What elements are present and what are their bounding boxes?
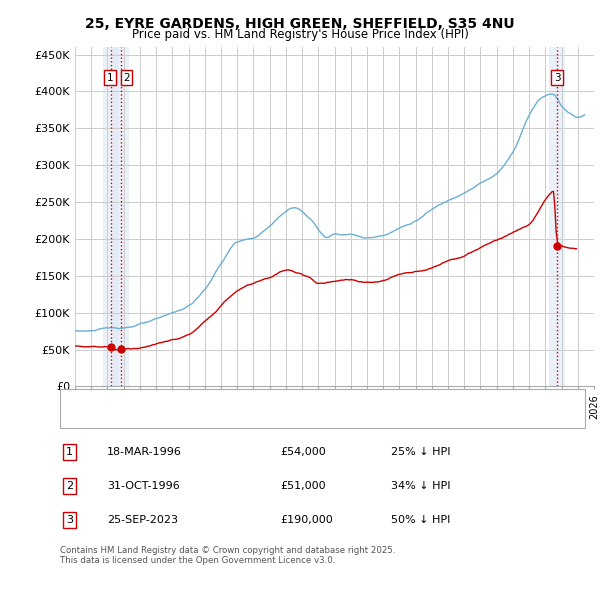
Text: 2: 2 [123,73,130,83]
Text: 1: 1 [66,447,73,457]
Text: 2: 2 [66,481,73,491]
Text: 25-SEP-2023: 25-SEP-2023 [107,516,178,525]
Bar [113,47,129,386]
Text: 31-OCT-1996: 31-OCT-1996 [107,481,180,491]
Text: £54,000: £54,000 [281,447,326,457]
Text: HPI: Average price, detached house, Sheffield: HPI: Average price, detached house, Shef… [94,413,333,423]
Bar [103,47,119,386]
Text: 1: 1 [107,73,113,83]
Text: 25, EYRE GARDENS, HIGH GREEN, SHEFFIELD, S35 4NU: 25, EYRE GARDENS, HIGH GREEN, SHEFFIELD,… [85,17,515,31]
Text: Contains HM Land Registry data © Crown copyright and database right 2025.
This d: Contains HM Land Registry data © Crown c… [60,546,395,565]
Text: 18-MAR-1996: 18-MAR-1996 [107,447,182,457]
Text: 3: 3 [66,516,73,525]
Text: Price paid vs. HM Land Registry's House Price Index (HPI): Price paid vs. HM Land Registry's House … [131,28,469,41]
Text: £51,000: £51,000 [281,481,326,491]
Text: 25, EYRE GARDENS, HIGH GREEN, SHEFFIELD, S35 4NU (detached house): 25, EYRE GARDENS, HIGH GREEN, SHEFFIELD,… [94,394,476,404]
Text: 34% ↓ HPI: 34% ↓ HPI [391,481,450,491]
Text: 50% ↓ HPI: 50% ↓ HPI [391,516,450,525]
Text: 3: 3 [554,73,560,83]
Text: £190,000: £190,000 [281,516,333,525]
Text: 25% ↓ HPI: 25% ↓ HPI [391,447,450,457]
Bar [549,47,565,386]
